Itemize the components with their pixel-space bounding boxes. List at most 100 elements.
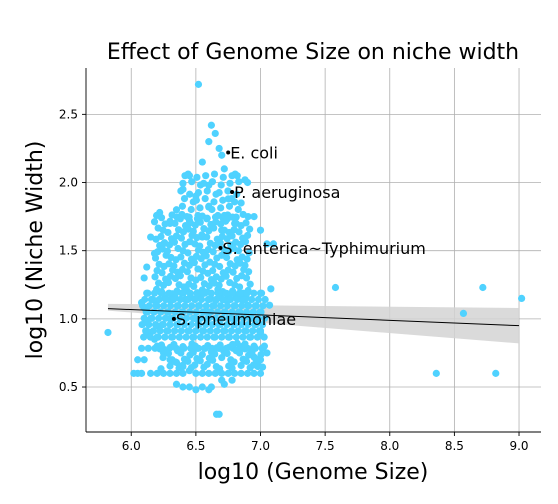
data-point — [146, 333, 154, 341]
data-point — [203, 233, 211, 241]
data-point — [171, 327, 179, 335]
data-point — [254, 314, 262, 322]
data-point — [176, 215, 184, 223]
data-point — [182, 333, 190, 341]
data-point — [242, 357, 251, 365]
data-point — [196, 357, 204, 365]
data-point — [228, 289, 237, 297]
data-point — [218, 333, 226, 341]
data-point — [186, 289, 194, 297]
data-point — [182, 314, 191, 322]
data-point — [196, 242, 204, 250]
data-point — [157, 365, 165, 373]
data-point — [247, 314, 255, 322]
data-point — [184, 170, 192, 178]
data-point — [193, 289, 201, 297]
data-point — [176, 314, 184, 322]
data-point — [217, 181, 225, 189]
data-point — [256, 327, 265, 335]
data-point — [237, 320, 245, 329]
data-point — [207, 289, 215, 297]
data-point — [211, 350, 219, 358]
data-point — [256, 369, 265, 377]
data-point — [197, 273, 205, 282]
data-point — [188, 178, 196, 186]
data-point — [144, 344, 152, 352]
data-point — [175, 333, 183, 341]
data-point — [153, 302, 161, 310]
data-point — [194, 211, 202, 220]
data-points — [104, 80, 526, 418]
x-tick-label: 9.0 — [509, 439, 528, 453]
data-point — [209, 248, 217, 256]
y-tick-label: 2.0 — [59, 176, 78, 190]
data-point — [479, 283, 487, 292]
data-point — [155, 295, 163, 304]
data-point — [195, 302, 204, 310]
data-point — [227, 327, 236, 335]
data-point — [244, 212, 252, 221]
data-point — [179, 343, 187, 351]
data-point — [215, 144, 223, 153]
data-point — [140, 333, 148, 341]
data-point — [216, 320, 224, 329]
data-point — [196, 333, 205, 341]
data-point — [202, 252, 210, 260]
data-point — [228, 364, 236, 372]
data-point — [174, 302, 182, 310]
data-point — [176, 295, 184, 304]
data-point — [331, 283, 340, 292]
data-point — [151, 344, 159, 352]
data-point — [164, 228, 172, 237]
data-point — [232, 333, 240, 341]
data-point — [205, 295, 213, 304]
data-point — [221, 327, 229, 335]
data-point — [162, 295, 170, 304]
data-point — [257, 350, 265, 359]
data-point — [215, 281, 223, 289]
data-point — [155, 314, 163, 322]
data-point — [211, 129, 219, 138]
data-point — [158, 269, 166, 277]
data-point — [250, 289, 258, 297]
y-tick-label: 2.5 — [59, 107, 78, 121]
data-point — [210, 170, 219, 178]
data-point — [205, 314, 213, 322]
data-point — [196, 218, 204, 226]
data-point — [177, 253, 185, 261]
data-point — [234, 205, 242, 214]
chart-title: Effect of Genome Size on niche width — [107, 40, 519, 65]
data-point — [198, 369, 206, 377]
data-point — [218, 353, 226, 362]
data-point — [211, 213, 220, 221]
data-point — [267, 285, 275, 293]
data-point — [211, 333, 219, 341]
data-point — [243, 289, 251, 297]
data-point — [183, 268, 191, 276]
data-point — [189, 348, 197, 356]
data-point — [252, 302, 260, 310]
data-point — [239, 314, 248, 322]
data-point — [231, 170, 239, 178]
data-point — [203, 215, 211, 223]
data-point — [220, 165, 228, 173]
data-point — [143, 327, 151, 335]
y-axis-title: log10 (Niche Width) — [23, 141, 48, 360]
data-point — [259, 344, 267, 352]
data-point — [222, 289, 230, 297]
data-point — [210, 198, 218, 206]
data-point — [265, 301, 274, 309]
data-point — [138, 320, 146, 329]
data-point — [194, 80, 203, 88]
data-point — [243, 369, 252, 377]
data-point — [200, 327, 208, 335]
data-point — [166, 302, 175, 310]
data-point — [258, 363, 267, 371]
data-point — [191, 295, 199, 304]
data-point — [203, 360, 211, 368]
data-point — [148, 295, 157, 304]
data-point — [223, 302, 232, 310]
data-point — [184, 357, 192, 365]
data-point — [148, 314, 156, 322]
